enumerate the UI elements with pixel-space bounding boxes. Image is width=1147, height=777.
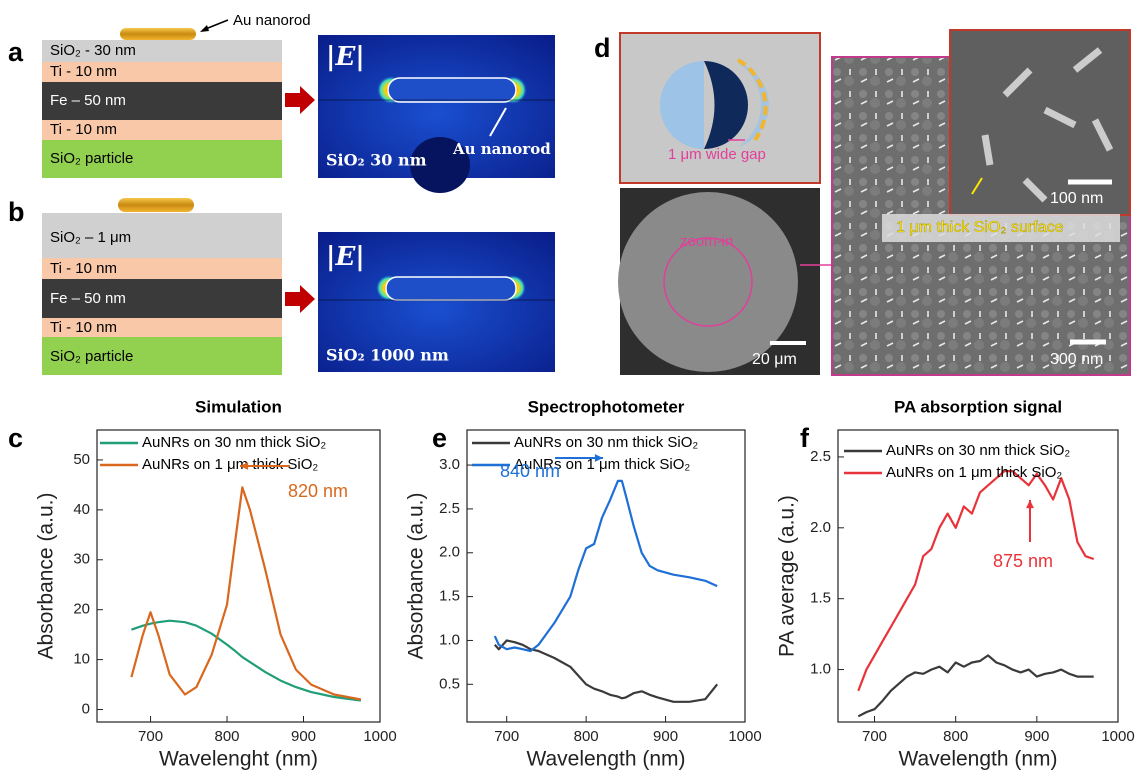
x-tick-label: 700 [862,728,887,745]
y-tick-label: 1.0 [810,661,831,678]
series-line [858,471,1093,691]
series-line [495,481,717,651]
zoom-label: zoom-in [680,233,733,250]
legend-label: AuNRs on 30 nm thick SiO₂ [886,442,1070,459]
y-tick-label: 3.0 [439,456,460,473]
x-tick-label: 1000 [363,728,396,745]
x-tick-label: 800 [943,728,968,745]
y-tick-label: 0.5 [439,675,460,692]
layer-label: Ti - 10 nm [50,319,117,336]
panel-letter: f [800,423,810,453]
chart-title: Simulation [195,397,282,416]
x-tick-label: 700 [138,728,163,745]
x-tick-label: 900 [1024,728,1049,745]
layer-label: SiO₂ particle [50,348,133,365]
layer-label: SiO₂ particle [50,150,133,167]
nanorod-outline [386,277,516,300]
y-tick-label: 2.0 [810,519,831,536]
nanorod-label: Au nanorod [233,12,311,29]
figure: a Au nanorod SiO₂ - 30 nm Ti - 10 nm Fe … [0,0,1147,777]
layer-label: SiO₂ – 1 μm [50,229,131,246]
field-symbol: |E| [326,242,365,272]
x-tick-label: 1000 [1101,728,1134,745]
y-tick-label: 1.5 [439,588,460,605]
series-line [131,487,361,699]
pointer-head [200,25,209,32]
plot-frame [97,430,380,722]
nanorod [118,198,194,212]
y-tick-label: 10 [73,651,90,668]
gap-label: 1 μm wide gap [668,146,766,163]
panel-letter: c [8,423,23,453]
nanorod [120,28,196,40]
x-tick-label: 900 [653,728,678,745]
x-axis-label: Wavelenght (nm) [159,748,318,771]
layer-label: Fe – 50 nm [50,92,126,109]
layer-label: Ti - 10 nm [50,63,117,80]
scale-label: 20 μm [752,351,797,368]
page: {"panels": { "a": {"label": "a", "nanoro… [0,0,1147,777]
x-tick-label: 1000 [728,728,761,745]
panel-d: d 1 μm wide gap zoom-in 20 μm 100 nm 1 μ… [594,30,1130,375]
field-caption: SiO₂ 1000 nm [326,346,449,365]
x-axis-label: Wavelength (nm) [898,748,1057,771]
y-tick-label: 2.0 [439,544,460,561]
x-tick-label: 800 [574,728,599,745]
y-axis-label: Absorbance (a.u.) [35,493,58,660]
field-caption: SiO₂ 30 nm [326,151,427,170]
legend-label: AuNRs on 1 μm thick SiO₂ [142,456,318,473]
scale-label: 300 nm [1050,351,1103,368]
y-axis-label: Absorbance (a.u.) [405,493,428,660]
x-tick-label: 700 [494,728,519,745]
field-symbol: |E| [326,42,365,72]
layer-label: SiO₂ - 30 nm [50,42,136,59]
annotation-arrowhead [1026,500,1034,508]
legend-label: AuNRs on 1 μm thick SiO₂ [886,464,1062,481]
y-axis-label: PA average (a.u.) [776,495,799,657]
y-tick-label: 30 [73,551,90,568]
panel-a: a Au nanorod SiO₂ - 30 nm Ti - 10 nm Fe … [8,12,555,193]
annotation: 820 nm [288,481,348,501]
chart-title: Spectrophotometer [528,397,685,416]
y-tick-label: 0 [82,700,90,717]
y-tick-label: 40 [73,501,90,518]
panel-letter: d [594,33,611,63]
arrow [285,285,315,313]
layer-label: Ti - 10 nm [50,260,117,277]
arrow [285,86,315,114]
x-tick-label: 800 [215,728,240,745]
y-tick-label: 2.5 [439,500,460,517]
legend-label: AuNRs on 30 nm thick SiO₂ [142,434,326,451]
annotation: 875 nm [993,551,1053,571]
series-line [858,655,1093,716]
nanorod-outline [388,78,516,102]
y-tick-label: 1.0 [439,631,460,648]
panel-letter: e [432,423,447,453]
chart-title: PA absorption signal [894,397,1062,416]
inset-rod [985,135,990,165]
layer-label: Fe – 50 nm [50,290,126,307]
y-tick-label: 1.5 [810,590,831,607]
panel-letter: b [8,197,25,227]
legend-label: AuNRs on 30 nm thick SiO₂ [514,434,698,451]
x-axis-label: Wavelength (nm) [526,748,685,771]
surface-label: 1 μm thick SiO₂ surface [896,219,1064,236]
layer-label: Ti - 10 nm [50,121,117,138]
y-tick-label: 2.5 [810,448,831,465]
rod-label: Au nanorod [452,140,551,158]
panel-letter: a [8,37,24,67]
y-tick-label: 50 [73,451,90,468]
y-tick-label: 20 [73,601,90,618]
scale-label: 100 nm [1050,190,1103,207]
panel-b: b SiO₂ – 1 μm Ti - 10 nm Fe – 50 nm Ti -… [8,197,555,375]
x-tick-label: 900 [291,728,316,745]
annotation: 840 nm [500,461,560,481]
